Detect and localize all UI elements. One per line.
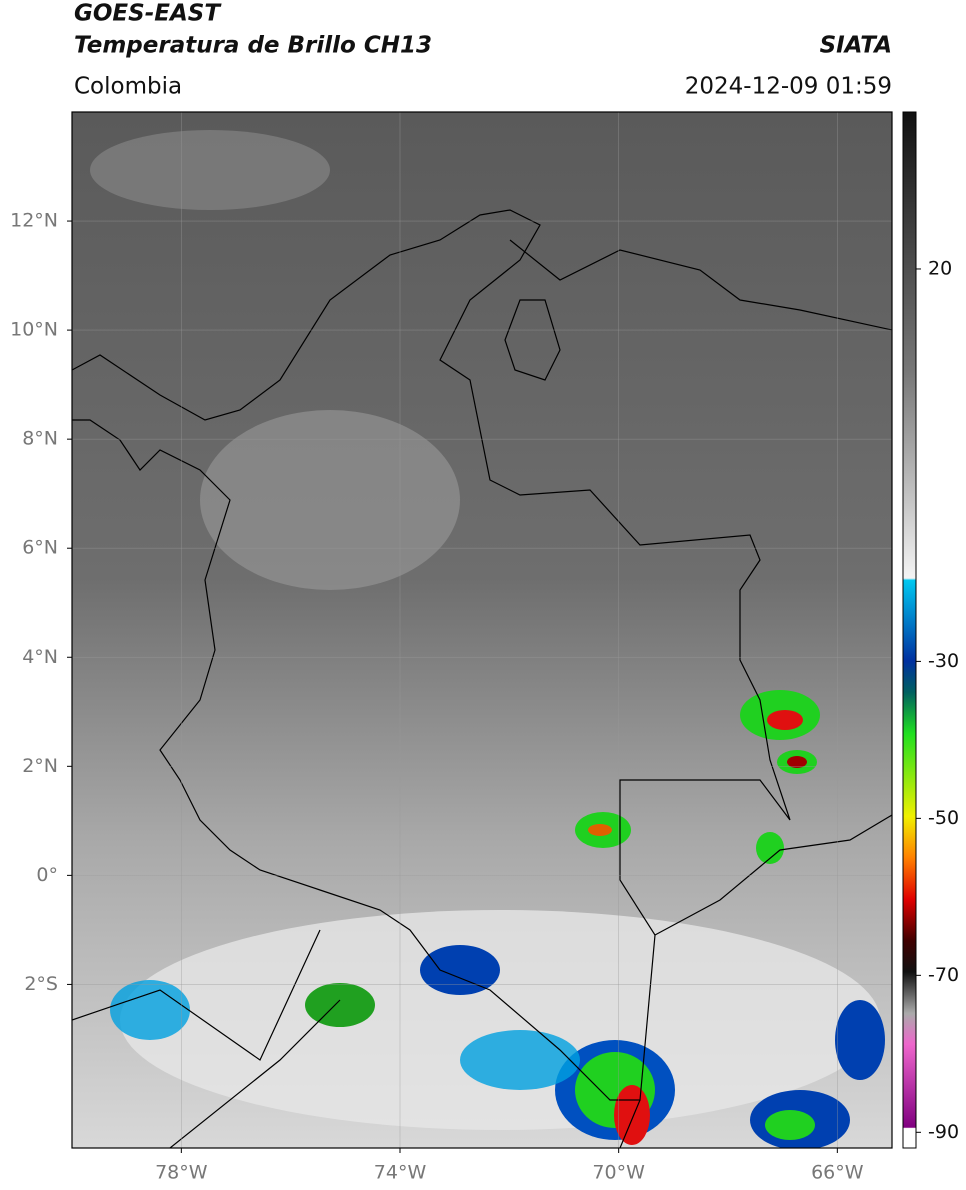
y-tick-label: 4°N [22,646,58,668]
x-tick-label: 74°W [374,1162,427,1184]
y-tick-label: 12°N [10,210,58,232]
venezuela-coast [509,239,892,331]
colorbar [902,111,917,1149]
x-tick-label: 70°W [592,1162,645,1184]
colorbar-tick-label: 20 [928,257,952,279]
cloud [90,130,330,210]
subtitle: Temperatura de Brillo CH13 [74,33,432,59]
x-tick-label: 78°W [155,1162,208,1184]
axes: 78°W 74°W 70°W 66°W 12°N 10°N 8°N 6°N 4°N 2°N 0° 2°… [10,210,959,1184]
source: SIATA [820,33,892,59]
map-frame [71,111,893,1149]
colorbar-tick-label: -90 [928,1121,959,1143]
colorbar-tick-label: -30 [928,650,959,672]
y-tick-label: 6°N [22,537,58,559]
brazil-border [619,814,892,1148]
graticule [72,112,892,1148]
colorbar-tick-label: -70 [928,964,959,986]
colorbar-tick-label: -50 [928,807,959,829]
title: GOES-EAST [74,1,222,27]
x-tick-label: 66°W [811,1162,864,1184]
cloud [200,410,460,590]
y-tick-label: 2°N [22,755,58,777]
peru-border [72,929,341,1148]
y-tick-label: 10°N [10,319,58,341]
colombia-border [72,209,791,1101]
maracaibo-lake [504,299,561,381]
map-image [72,112,892,1148]
cloud [120,910,880,1130]
y-tick-label: 2°S [24,973,58,995]
timestamp: 2024-12-09 01:59 [685,74,892,100]
region: Colombia [74,74,182,100]
y-tick-label: 8°N [22,428,58,450]
convection [110,690,885,1148]
y-tick-label: 0° [36,864,58,886]
